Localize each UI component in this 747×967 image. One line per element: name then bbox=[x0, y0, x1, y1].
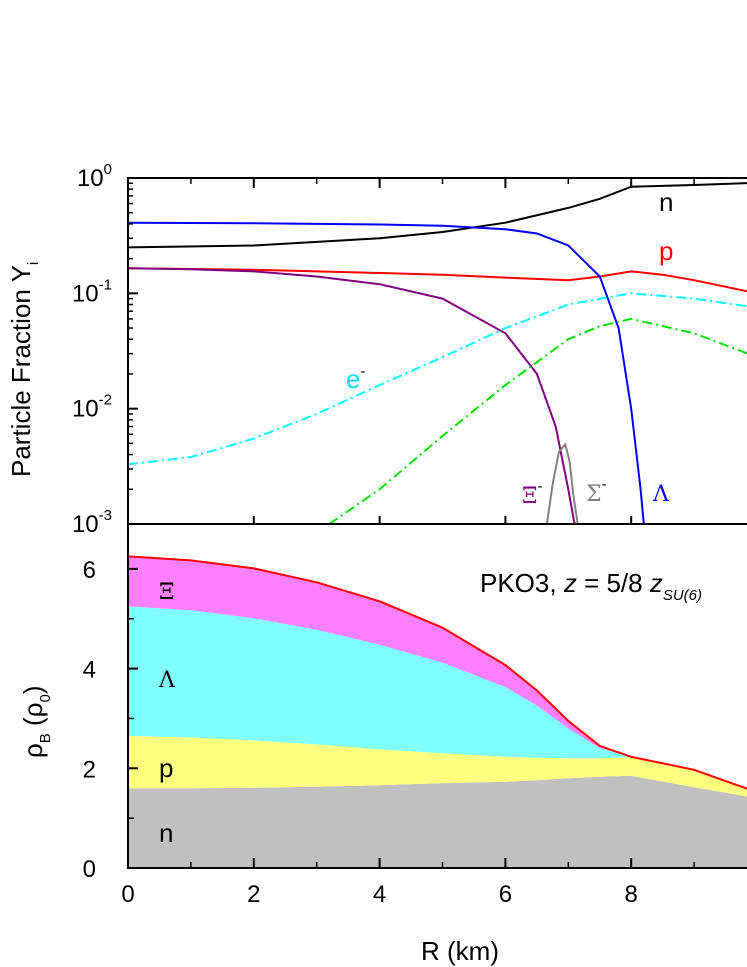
series-line-3 bbox=[128, 221, 645, 524]
label-p: p bbox=[659, 236, 673, 266]
area-3 bbox=[128, 606, 747, 789]
area-label-lambda: Λ bbox=[158, 668, 176, 693]
bottom-y-axis-ticks: 0 2 4 6 bbox=[83, 557, 138, 883]
label-xi-minus: Ξ- bbox=[522, 478, 542, 509]
area-label-xi: Ξ bbox=[159, 580, 174, 605]
series-line-2 bbox=[128, 267, 747, 293]
series-line-7 bbox=[328, 317, 747, 524]
x-tick-label: 8 bbox=[625, 881, 638, 908]
bottom-y-tick-label: 2 bbox=[83, 756, 96, 783]
bottom-y-axis-label: ρB (ρ0) bbox=[18, 686, 54, 759]
bottom-y-tick-label: 4 bbox=[83, 657, 96, 684]
label-n: n bbox=[659, 187, 673, 217]
particle-fraction-panel: 100 10-1 10-2 10-3 Particle Fraction Yi n p… bbox=[6, 161, 747, 538]
top-panel-frame bbox=[127, 177, 747, 525]
label-lambda: Λ bbox=[652, 482, 670, 507]
x-tick-label: 2 bbox=[247, 881, 260, 908]
top-y-tick-label: 10-2 bbox=[72, 392, 112, 423]
series-line-1 bbox=[128, 182, 747, 249]
density-stacked-areas bbox=[128, 555, 747, 868]
area-label-p: p bbox=[159, 753, 173, 783]
label-electron: e- bbox=[346, 363, 365, 394]
area-1 bbox=[128, 775, 747, 868]
x-tick-label: 4 bbox=[373, 881, 386, 908]
bottom-y-tick-label: 6 bbox=[83, 557, 96, 584]
top-y-axis-ticks: 100 10-1 10-2 10-3 bbox=[72, 161, 138, 538]
area-2 bbox=[128, 735, 747, 797]
x-axis-label: R (km) bbox=[421, 936, 499, 966]
series-line-4 bbox=[128, 267, 576, 524]
bottom-y-tick-label: 0 bbox=[83, 856, 96, 883]
area-label-n: n bbox=[159, 818, 173, 848]
x-tick-label: 6 bbox=[499, 881, 512, 908]
series-line-6 bbox=[128, 292, 747, 466]
top-y-tick-label: 10-1 bbox=[72, 276, 112, 307]
x-tick-label: 0 bbox=[121, 881, 134, 908]
top-y-tick-label: 100 bbox=[77, 161, 112, 192]
top-frame-rect bbox=[127, 177, 747, 525]
annotation: PKO3, z = 5/8 zSU(6) bbox=[480, 568, 702, 604]
particle-fraction-curves bbox=[128, 182, 747, 524]
top-y-tick-label: 10-3 bbox=[72, 507, 112, 538]
series-line-5 bbox=[545, 442, 579, 524]
top-y-axis-label: Particle Fraction Yi bbox=[6, 262, 42, 477]
label-sigma-minus: Σ- bbox=[586, 476, 607, 507]
area-4 bbox=[128, 556, 747, 789]
total-density-line bbox=[128, 555, 747, 790]
x-axis-ticks: 024681 bbox=[121, 178, 695, 908]
top-y-axis-label-sub: i bbox=[25, 262, 42, 265]
